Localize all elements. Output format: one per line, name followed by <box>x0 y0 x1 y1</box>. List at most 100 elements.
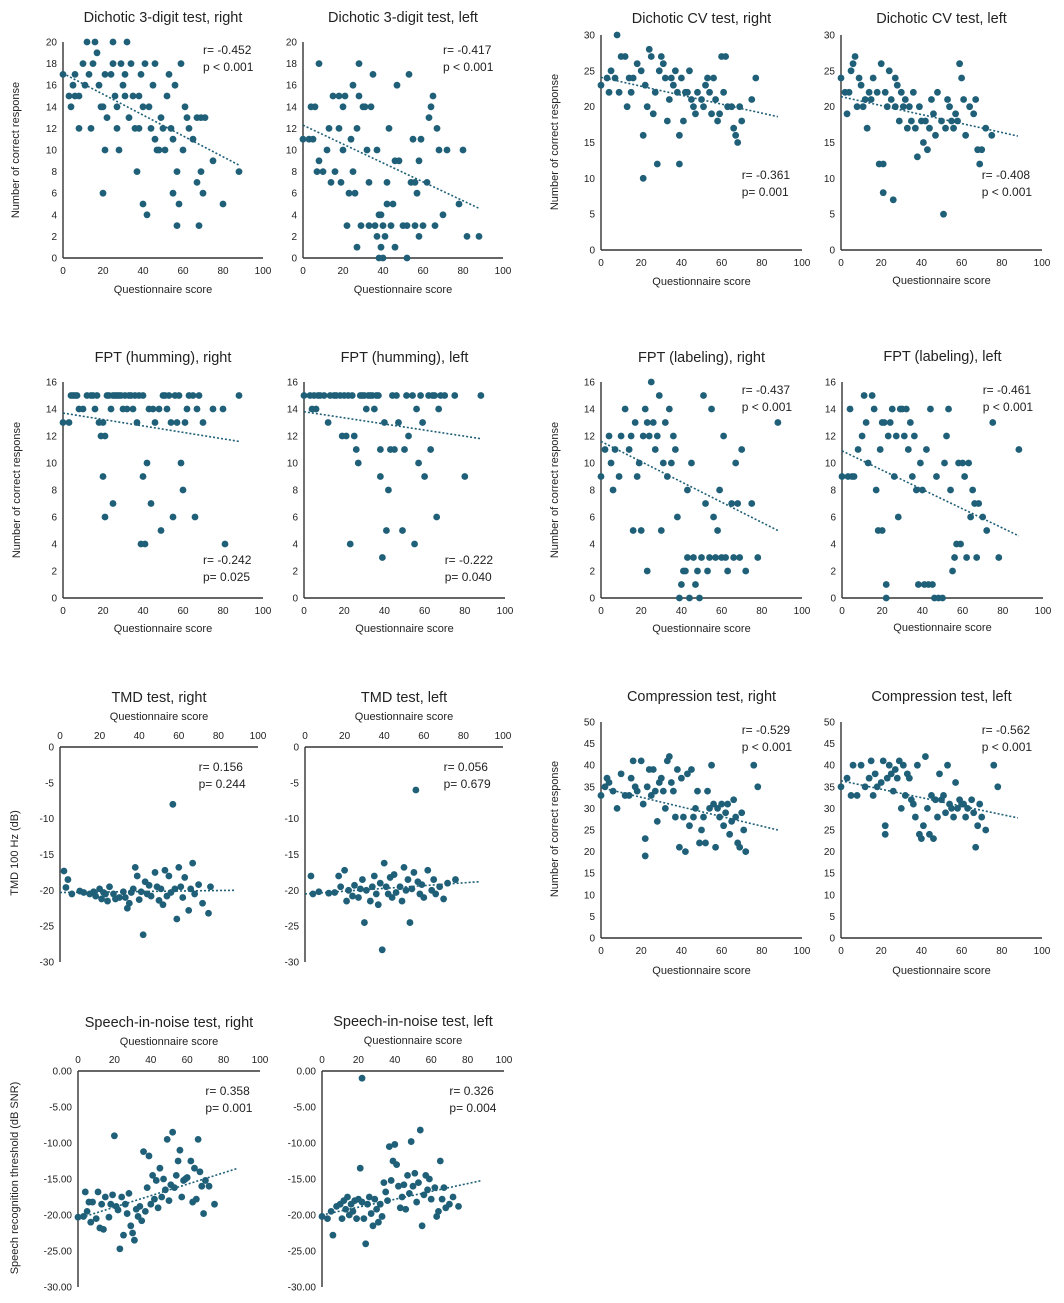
data-point <box>201 114 209 121</box>
x-tick-label: 60 <box>426 1055 438 1066</box>
data-point <box>365 179 373 186</box>
data-point <box>611 74 619 82</box>
data-point <box>361 103 369 111</box>
x-tick-label: 40 <box>145 1055 157 1066</box>
data-point <box>645 45 653 53</box>
data-point <box>736 554 744 561</box>
data-point <box>431 392 439 399</box>
data-point <box>91 38 99 46</box>
data-point <box>171 1184 178 1192</box>
data-point <box>396 1204 404 1212</box>
data-point <box>714 527 721 534</box>
data-point <box>621 53 629 60</box>
data-point <box>882 594 890 602</box>
x-tick-label: 80 <box>756 258 768 269</box>
data-point <box>736 843 744 851</box>
data-point <box>700 103 707 111</box>
data-point <box>858 432 866 440</box>
data-point <box>339 146 347 154</box>
data-point <box>183 114 191 121</box>
y-tick-label: -5 <box>290 778 299 789</box>
data-point <box>643 567 651 575</box>
data-point <box>873 88 881 96</box>
data-point <box>748 96 756 103</box>
data-point <box>435 146 443 154</box>
data-point <box>738 446 746 453</box>
trend-line <box>302 124 480 210</box>
data-point <box>684 554 691 561</box>
y-tick-label: -25 <box>285 922 300 933</box>
data-point <box>219 405 227 413</box>
data-point <box>362 886 370 894</box>
data-point <box>847 792 855 799</box>
data-point <box>408 885 416 893</box>
data-point <box>415 157 423 165</box>
data-point <box>158 1193 166 1201</box>
data-point <box>960 800 968 808</box>
data-point <box>353 243 361 251</box>
data-point <box>315 157 323 165</box>
y-tick-label: 10 <box>46 459 58 470</box>
data-point <box>859 103 867 111</box>
data-point <box>89 1198 96 1206</box>
data-point <box>708 761 715 769</box>
chart-title: Speech-in-noise test, right <box>85 1015 253 1031</box>
data-point <box>324 419 332 426</box>
data-point <box>192 1195 200 1203</box>
y-tick-label: 16 <box>46 81 58 92</box>
data-point <box>109 38 117 46</box>
data-point <box>393 392 400 399</box>
data-point <box>700 813 707 821</box>
data-point <box>843 774 851 782</box>
data-point <box>383 179 391 186</box>
data-point <box>960 96 968 103</box>
data-point <box>605 779 613 786</box>
data-point <box>979 513 987 521</box>
data-point <box>847 67 855 75</box>
data-point <box>380 859 388 867</box>
data-point <box>195 222 203 230</box>
data-point <box>173 915 181 923</box>
data-point <box>194 1136 202 1143</box>
data-point <box>349 892 356 900</box>
data-point <box>341 866 348 874</box>
data-point <box>438 1195 446 1203</box>
data-point <box>179 894 187 901</box>
data-point <box>708 405 715 413</box>
data-point <box>87 124 95 132</box>
y-axis-label: TMD 100 Hz (dB) <box>9 810 21 896</box>
data-point <box>865 88 873 96</box>
data-point <box>673 88 681 96</box>
data-point <box>920 139 927 146</box>
y-tick-label: -20.00 <box>288 1211 317 1222</box>
data-point <box>651 446 659 453</box>
x-tick-label: 20 <box>109 1055 121 1066</box>
data-point <box>663 473 671 480</box>
data-point <box>161 866 169 874</box>
data-point <box>461 473 469 480</box>
x-tick-label: 0 <box>598 946 604 957</box>
data-point <box>728 500 736 507</box>
data-point <box>159 901 167 909</box>
data-point <box>722 554 730 561</box>
data-point <box>899 761 907 769</box>
data-point <box>149 81 157 89</box>
y-tick-label: -25.00 <box>44 1247 73 1258</box>
data-point <box>688 766 695 773</box>
y-tick-label: 2 <box>51 232 57 243</box>
data-point <box>916 459 924 467</box>
data-point <box>978 813 986 821</box>
x-tick-label: 80 <box>756 606 768 617</box>
data-point <box>401 446 408 453</box>
data-point <box>173 419 181 426</box>
data-point <box>895 117 903 125</box>
x-tick-label: 20 <box>339 606 351 617</box>
data-point <box>403 392 410 399</box>
data-point <box>343 897 350 905</box>
data-point <box>151 135 159 143</box>
y-axis-label: Number of correct response <box>549 761 561 897</box>
data-point <box>383 527 390 534</box>
data-point <box>183 1174 191 1181</box>
y-tick-label: -15.00 <box>288 1175 317 1186</box>
x-tick-label: 20 <box>353 1055 365 1066</box>
